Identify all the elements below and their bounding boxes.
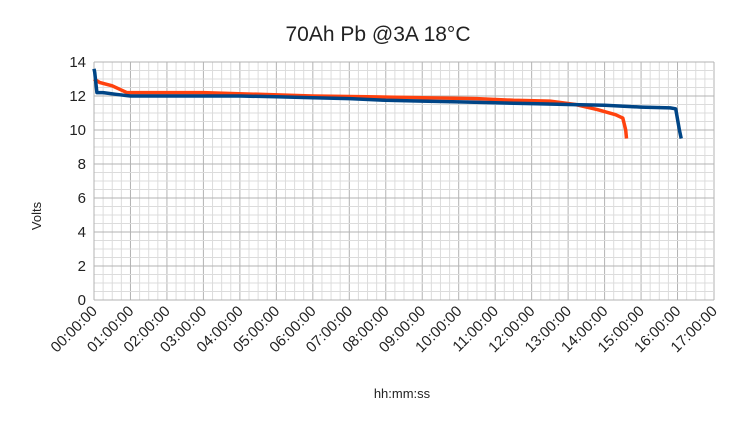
chart-title: 70Ah Pb @3A 18°C [285, 23, 470, 46]
y-axis-ticks: 0 2 4 6 8 10 12 14 [69, 54, 86, 309]
y-tick-label: 14 [69, 54, 86, 71]
y-tick-label: 0 [78, 292, 86, 309]
y-tick-label: 12 [69, 88, 86, 105]
series-line-1 [93, 77, 629, 139]
y-axis-label: Volts [29, 201, 44, 230]
y-tick-label: 4 [78, 224, 86, 241]
y-tick-label: 2 [78, 258, 86, 275]
series-group [92, 68, 683, 139]
y-tick-label: 8 [78, 156, 86, 173]
series-line-2 [92, 68, 683, 139]
x-axis-label: hh:mm:ss [374, 386, 431, 401]
grid [93, 61, 715, 301]
y-tick-label: 6 [78, 190, 86, 207]
y-tick-label: 10 [69, 122, 86, 139]
x-axis-ticks: 00:00:0001:00:0002:00:0003:00:0004:00:00… [48, 303, 721, 356]
